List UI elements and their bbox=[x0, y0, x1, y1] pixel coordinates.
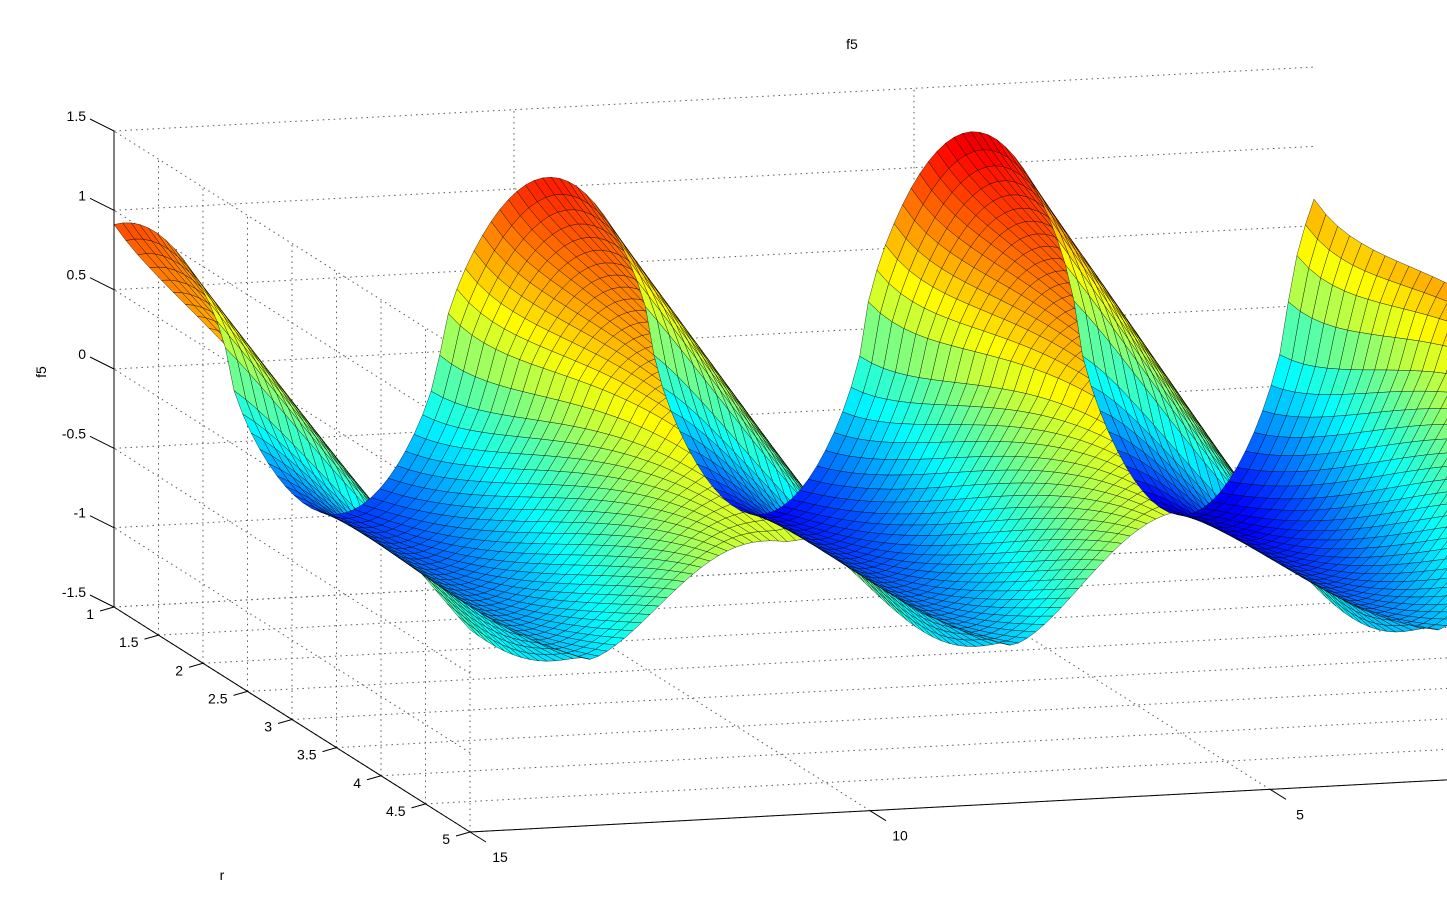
th-tick-label: 10 bbox=[892, 828, 908, 844]
th-tick bbox=[469, 831, 487, 843]
z-tick-label: -1 bbox=[74, 505, 87, 521]
surface bbox=[113, 131, 1447, 662]
chart-title: f5 bbox=[846, 36, 858, 52]
r-tick-label: 1.5 bbox=[119, 634, 139, 650]
r-tick-label: 4.5 bbox=[386, 803, 406, 819]
grid-line bbox=[469, 779, 1447, 833]
z-tick-label: 0 bbox=[78, 346, 86, 362]
r-tick bbox=[144, 634, 159, 640]
z-tick bbox=[89, 515, 115, 529]
grid-line bbox=[158, 570, 1359, 636]
z-tick bbox=[89, 277, 115, 291]
grid-line bbox=[336, 687, 1447, 749]
th-tick bbox=[869, 810, 887, 822]
z-tick-label: 0.5 bbox=[67, 267, 87, 283]
r-tick bbox=[188, 662, 204, 668]
r-tick-label: 3.5 bbox=[297, 747, 317, 763]
grid-line bbox=[380, 718, 1447, 777]
z-tick-label: -1.5 bbox=[62, 584, 86, 600]
r-tick bbox=[455, 831, 471, 837]
r-tick-label: 5 bbox=[442, 831, 450, 847]
grid-line bbox=[113, 66, 1315, 132]
r-tick bbox=[233, 690, 248, 696]
th-tick bbox=[1269, 788, 1287, 800]
th-axis-line bbox=[469, 779, 1447, 833]
grid-line bbox=[113, 225, 1315, 291]
th-tick-label: 5 bbox=[1296, 806, 1304, 822]
r-axis-label: r bbox=[220, 867, 225, 883]
z-tick-label: -0.5 bbox=[62, 425, 86, 441]
r-tick bbox=[277, 719, 293, 724]
z-tick bbox=[89, 118, 115, 132]
r-tick bbox=[322, 747, 337, 753]
r-tick bbox=[366, 775, 382, 781]
r-tick bbox=[411, 803, 426, 809]
grid-line bbox=[291, 657, 1447, 720]
r-tick bbox=[99, 606, 115, 612]
surface-patch bbox=[113, 222, 135, 241]
z-tick bbox=[89, 594, 115, 608]
grid-line bbox=[425, 748, 1447, 805]
z-tick bbox=[89, 435, 115, 449]
th-tick-label: 15 bbox=[492, 849, 508, 865]
r-tick-label: 2 bbox=[175, 662, 183, 678]
z-tick-label: 1.5 bbox=[67, 108, 87, 124]
z-tick bbox=[89, 356, 115, 370]
r-tick-label: 4 bbox=[353, 775, 361, 791]
grid-line bbox=[247, 626, 1447, 692]
z-tick bbox=[89, 197, 115, 211]
grid-line bbox=[113, 145, 1315, 211]
grid-line bbox=[202, 598, 1404, 664]
z-axis-label: f5 bbox=[33, 366, 49, 378]
r-tick-label: 2.5 bbox=[208, 690, 228, 706]
r-tick-label: 1 bbox=[86, 606, 94, 622]
r-tick-label: 3 bbox=[264, 719, 272, 735]
grid-line bbox=[113, 542, 1315, 608]
z-tick-label: 1 bbox=[78, 187, 86, 203]
